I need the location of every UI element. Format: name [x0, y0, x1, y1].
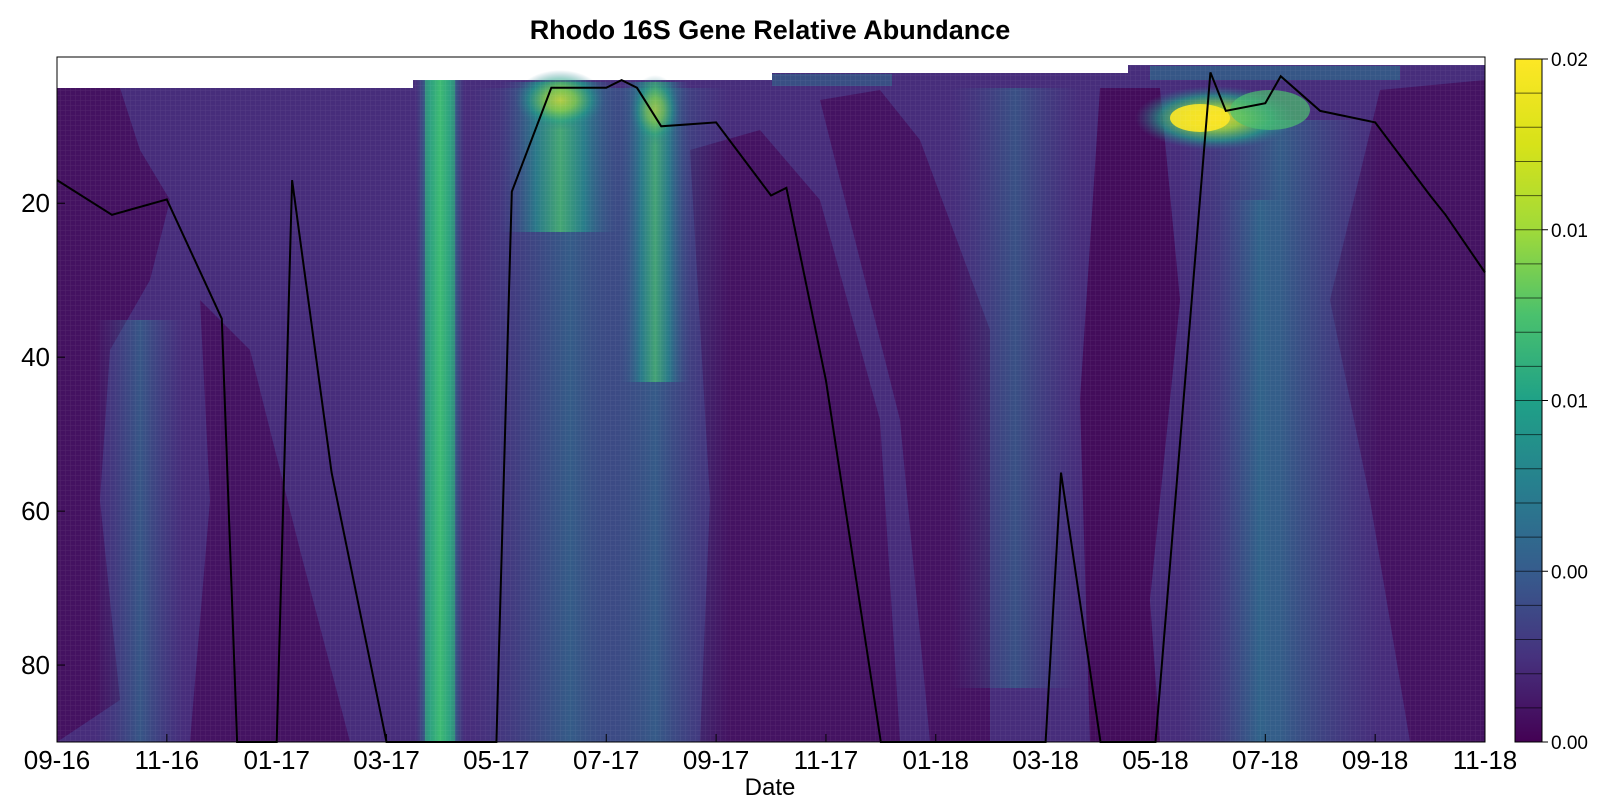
x-tick-label: 03-18	[1012, 745, 1079, 775]
x-tick-label: 01-18	[903, 745, 970, 775]
colorbar: 0.00 0.00 0.01 0.01 0.02	[1514, 50, 1588, 754]
x-axis-title: Date	[745, 774, 796, 800]
chart-title: Rhodo 16S Gene Relative Abundance	[530, 15, 1011, 45]
x-tick-label: 09-17	[683, 745, 750, 775]
colorbar-tick-label: 0.02	[1551, 50, 1588, 71]
colorbar-tick-label: 0.00	[1551, 562, 1588, 583]
x-tick-label: 01-17	[243, 745, 310, 775]
x-axis: 09-16 11-16 01-17 03-17 05-17 07-17 09-17 11-17…	[24, 734, 1518, 775]
x-tick-label: 07-17	[573, 745, 640, 775]
y-tick-label: 80	[21, 650, 50, 680]
colorbar-tick-label: 0.00	[1551, 733, 1588, 754]
x-tick-label: 05-18	[1122, 745, 1189, 775]
x-tick-label: 11-16	[135, 745, 200, 775]
x-tick-label: 03-17	[353, 745, 420, 775]
y-axis: 20 40 60 80	[21, 188, 65, 680]
x-tick-label: 09-18	[1342, 745, 1409, 775]
x-tick-label: 05-17	[463, 745, 530, 775]
grid-texture	[57, 65, 1485, 742]
x-tick-label: 09-16	[24, 745, 91, 775]
overlay-line	[56, 72, 1486, 743]
x-tick-label: 11-18	[1453, 745, 1518, 775]
colorbar-tick-label: 0.01	[1551, 221, 1588, 242]
colorbar-tick-label: 0.01	[1551, 392, 1588, 413]
y-tick-label: 40	[21, 342, 50, 372]
y-tick-label: 20	[21, 188, 50, 218]
x-tick-label: 07-18	[1232, 745, 1299, 775]
x-tick-label: 11-17	[794, 745, 859, 775]
y-tick-label: 60	[21, 496, 50, 526]
plot-area	[56, 56, 1486, 743]
plot-border	[56, 56, 1486, 743]
